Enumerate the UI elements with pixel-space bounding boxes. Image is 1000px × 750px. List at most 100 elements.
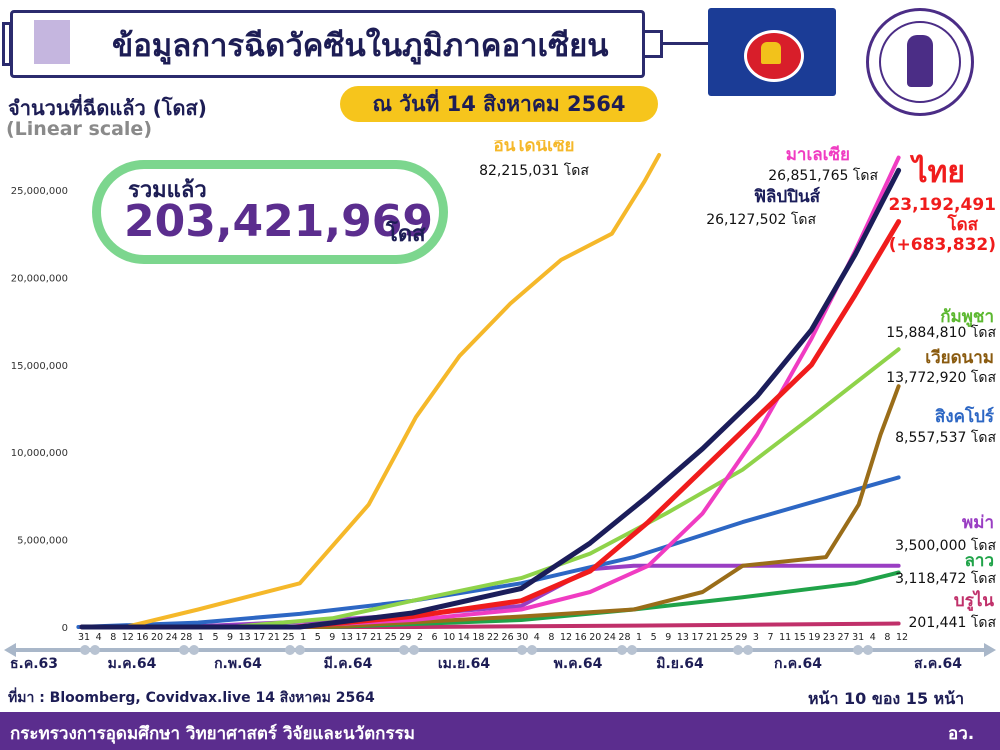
asean-flag-icon bbox=[708, 8, 836, 96]
x-day-tick-label: 2 bbox=[417, 632, 423, 643]
series-value-label: 23,192,491 bbox=[888, 195, 996, 215]
footer-abbr: อว. bbox=[948, 724, 975, 744]
y-tick-label: 10,000,000 bbox=[11, 448, 68, 459]
series-name-label: ฟิลิปปินส์ bbox=[754, 186, 821, 207]
syringe-needle-icon bbox=[663, 42, 709, 45]
series-value-label: 82,215,031 โดส bbox=[479, 162, 589, 179]
x-day-tick-label: 17 bbox=[253, 632, 265, 643]
total-value: 203,421,969 bbox=[124, 196, 433, 247]
month-divider-icon bbox=[627, 645, 637, 655]
total-box bbox=[92, 160, 448, 264]
x-month-label: มี.ค.64 bbox=[324, 656, 373, 672]
x-day-tick-label: 25 bbox=[282, 632, 294, 643]
x-day-tick-label: 7 bbox=[768, 632, 774, 643]
syringe-barrel-icon bbox=[10, 10, 645, 78]
page-number: หน้า 10 ของ 15 หน้า bbox=[808, 689, 965, 708]
series-value-label: 13,772,920 โดส bbox=[886, 369, 996, 386]
month-divider-icon bbox=[617, 645, 627, 655]
series-name-label: ลาว bbox=[964, 551, 994, 571]
x-day-tick-label: 16 bbox=[136, 632, 148, 643]
series-name-label: อินโดนีเซีย bbox=[494, 140, 575, 156]
series-value-label: 26,851,765 โดส bbox=[768, 167, 878, 184]
x-day-tick-label: 4 bbox=[870, 632, 876, 643]
x-day-tick-label: 12 bbox=[896, 632, 908, 643]
x-day-tick-label: 8 bbox=[548, 632, 554, 643]
x-day-tick-label: 13 bbox=[239, 632, 251, 643]
series-line-6 bbox=[80, 384, 901, 629]
x-day-tick-label: 6 bbox=[432, 632, 438, 643]
month-divider-icon bbox=[743, 645, 753, 655]
x-month-label: พ.ค.64 bbox=[554, 656, 603, 672]
x-day-tick-label: 28 bbox=[618, 632, 630, 643]
x-day-tick-label: 4 bbox=[96, 632, 102, 643]
total-unit: โดส bbox=[386, 222, 426, 247]
footer-ministry: กระทรวงการอุดมศึกษา วิทยาศาสตร์ วิจัยและ… bbox=[10, 724, 415, 744]
x-day-tick-label: 20 bbox=[589, 632, 601, 643]
x-day-tick-label: 25 bbox=[721, 632, 733, 643]
series-value-label: 201,441 โดส bbox=[909, 614, 997, 631]
x-month-label: ม.ค.64 bbox=[108, 656, 157, 672]
source-note: ที่มา : Bloomberg, Covidvax.live 14 สิงห… bbox=[8, 690, 375, 706]
x-day-tick-label: 29 bbox=[399, 632, 411, 643]
month-divider-icon bbox=[285, 645, 295, 655]
month-divider-icon bbox=[853, 645, 863, 655]
x-day-tick-label: 17 bbox=[355, 632, 367, 643]
x-day-tick-label: 8 bbox=[884, 632, 890, 643]
month-divider-icon bbox=[189, 645, 199, 655]
x-day-tick-label: 4 bbox=[534, 632, 540, 643]
series-name-label: สิงคโปร์ bbox=[935, 406, 995, 427]
x-day-tick-label: 9 bbox=[665, 632, 671, 643]
x-day-tick-label: 8 bbox=[110, 632, 116, 643]
x-axis-arrow-left-icon bbox=[4, 643, 16, 657]
x-day-tick-label: 31 bbox=[78, 632, 90, 643]
x-day-tick-label: 1 bbox=[198, 632, 204, 643]
y-axis-subtitle: (Linear scale) bbox=[6, 118, 152, 140]
x-day-tick-label: 24 bbox=[166, 632, 178, 643]
x-day-tick-label: 3 bbox=[753, 632, 759, 643]
x-month-label: ส.ค.64 bbox=[914, 656, 962, 672]
series-value-label: 3,118,472 โดส bbox=[895, 570, 996, 587]
syringe-nozzle-icon bbox=[645, 30, 663, 58]
y-tick-label: 15,000,000 bbox=[11, 361, 68, 372]
x-day-tick-label: 27 bbox=[838, 632, 850, 643]
month-divider-icon bbox=[179, 645, 189, 655]
month-divider-icon bbox=[527, 645, 537, 655]
x-day-tick-label: 13 bbox=[677, 632, 689, 643]
syringe-fill-icon bbox=[34, 20, 70, 64]
x-day-tick-label: 18 bbox=[472, 632, 484, 643]
month-divider-icon bbox=[733, 645, 743, 655]
month-divider-icon bbox=[399, 645, 409, 655]
x-day-tick-label: 16 bbox=[575, 632, 587, 643]
y-tick-label: 0 bbox=[62, 623, 68, 634]
x-month-label: ธ.ค.63 bbox=[10, 656, 58, 672]
x-day-tick-label: 31 bbox=[852, 632, 864, 643]
x-day-tick-label: 5 bbox=[651, 632, 657, 643]
x-day-tick-label: 12 bbox=[122, 632, 134, 643]
x-axis-arrow-right-icon bbox=[984, 643, 996, 657]
y-tick-label: 25,000,000 bbox=[11, 186, 68, 197]
series-value-label: 26,127,502 โดส bbox=[706, 211, 816, 228]
x-day-tick-label: 10 bbox=[443, 632, 455, 643]
series-value-unit: โดส bbox=[946, 214, 978, 235]
vaccination-line-chart: 0 5,000,000 10,000,000 15,000,000 20,000,000… bbox=[4, 140, 997, 672]
series-line-5 bbox=[80, 347, 901, 629]
x-day-tick-label: 5 bbox=[212, 632, 218, 643]
month-divider-icon bbox=[295, 645, 305, 655]
series-value-label: 3,500,000 โดส bbox=[895, 537, 996, 554]
month-divider-icon bbox=[409, 645, 419, 655]
x-day-tick-label: 11 bbox=[779, 632, 791, 643]
month-divider-icon bbox=[90, 645, 100, 655]
y-tick-label: 20,000,000 bbox=[11, 273, 68, 284]
footer-bar bbox=[0, 712, 1000, 750]
month-divider-icon bbox=[80, 645, 90, 655]
series-name-label: ไทย bbox=[910, 154, 965, 190]
x-day-tick-label: 23 bbox=[823, 632, 835, 643]
x-day-tick-label: 21 bbox=[268, 632, 280, 643]
x-day-tick-label: 1 bbox=[300, 632, 306, 643]
y-tick-label: 5,000,000 bbox=[17, 536, 68, 547]
x-day-tick-label: 20 bbox=[151, 632, 163, 643]
x-day-tick-label: 9 bbox=[329, 632, 335, 643]
x-day-tick-label: 24 bbox=[604, 632, 616, 643]
series-name-label: กัมพูชา bbox=[940, 307, 994, 328]
series-name-label: พม่า bbox=[962, 513, 994, 533]
